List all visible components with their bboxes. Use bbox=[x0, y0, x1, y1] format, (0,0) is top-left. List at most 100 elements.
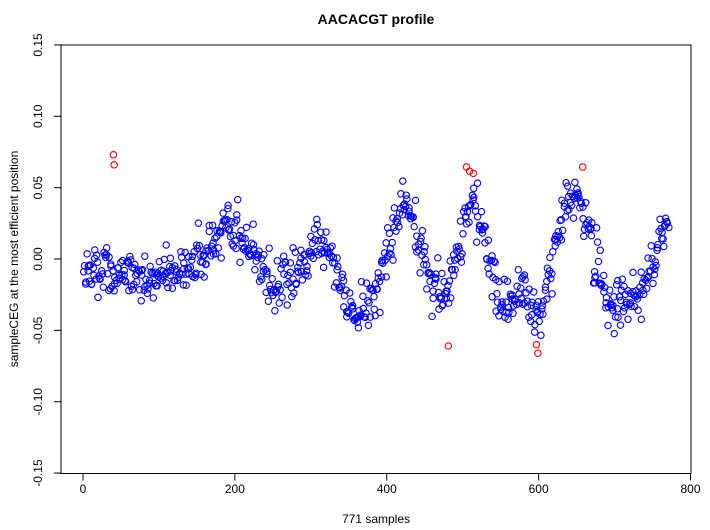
data-point bbox=[523, 297, 532, 305]
data-point bbox=[182, 281, 190, 289]
data-point bbox=[128, 285, 137, 294]
data-point bbox=[516, 284, 525, 292]
outlier-point bbox=[109, 151, 118, 159]
data-point bbox=[388, 238, 396, 247]
data-point bbox=[377, 273, 386, 281]
data-point bbox=[110, 287, 118, 295]
data-point bbox=[484, 236, 493, 245]
data-point bbox=[469, 184, 478, 193]
data-point bbox=[429, 287, 437, 295]
data-point bbox=[209, 250, 218, 258]
data-point bbox=[92, 251, 101, 259]
data-point bbox=[663, 219, 672, 227]
data-point bbox=[451, 265, 459, 274]
data-point bbox=[537, 331, 545, 340]
data-point bbox=[146, 262, 154, 271]
data-point bbox=[438, 269, 446, 278]
data-point bbox=[463, 208, 472, 216]
data-point bbox=[164, 283, 172, 292]
data-point bbox=[599, 271, 608, 280]
data-point bbox=[444, 281, 452, 290]
data-point bbox=[405, 204, 413, 212]
data-point bbox=[624, 287, 632, 295]
data-point bbox=[314, 236, 323, 245]
data-point bbox=[629, 268, 637, 277]
data-point bbox=[239, 245, 248, 253]
data-point bbox=[457, 258, 466, 266]
data-point bbox=[569, 214, 578, 222]
data-point bbox=[275, 299, 283, 307]
data-point bbox=[410, 222, 418, 231]
data-point bbox=[650, 270, 659, 279]
data-point bbox=[397, 190, 405, 198]
data-point bbox=[624, 315, 632, 324]
data-point bbox=[166, 271, 174, 279]
data-point bbox=[232, 216, 241, 224]
data-point bbox=[523, 302, 532, 311]
data-point bbox=[141, 252, 149, 260]
data-point bbox=[89, 264, 98, 272]
y-tick-label: -0.05 bbox=[31, 316, 45, 344]
data-point bbox=[592, 272, 600, 281]
data-point bbox=[205, 227, 213, 236]
data-point bbox=[590, 268, 599, 276]
data-point bbox=[91, 246, 99, 254]
data-point bbox=[317, 228, 325, 237]
data-point bbox=[420, 248, 428, 256]
data-point bbox=[290, 289, 298, 297]
data-point bbox=[421, 255, 430, 264]
data-point bbox=[430, 279, 439, 288]
data-point bbox=[273, 257, 282, 265]
data-point bbox=[210, 246, 218, 254]
data-point bbox=[343, 308, 352, 316]
data-point bbox=[660, 242, 668, 251]
data-point bbox=[594, 257, 603, 266]
data-point bbox=[393, 218, 402, 227]
data-point bbox=[357, 277, 366, 286]
data-point bbox=[493, 289, 501, 298]
data-point bbox=[258, 275, 266, 284]
data-point bbox=[162, 279, 170, 287]
data-point bbox=[610, 293, 618, 301]
data-point bbox=[188, 252, 197, 261]
data-point bbox=[471, 201, 480, 210]
data-point bbox=[265, 281, 274, 290]
data-point bbox=[298, 276, 307, 284]
data-point bbox=[186, 263, 195, 271]
data-point bbox=[505, 308, 513, 317]
data-point bbox=[651, 257, 659, 266]
data-point bbox=[446, 257, 454, 265]
data-point bbox=[118, 256, 127, 265]
data-point bbox=[373, 285, 381, 293]
y-tick-label: 0.05 bbox=[31, 176, 45, 200]
x-tick-label: 400 bbox=[377, 482, 397, 496]
data-point bbox=[99, 283, 108, 291]
data-point bbox=[581, 199, 590, 207]
data-point bbox=[538, 301, 546, 310]
data-point bbox=[490, 257, 498, 266]
data-point bbox=[571, 178, 579, 187]
data-point bbox=[286, 268, 295, 277]
data-point bbox=[303, 262, 311, 271]
data-point bbox=[132, 277, 141, 286]
data-point bbox=[399, 177, 407, 185]
data-point bbox=[596, 246, 604, 255]
data-point bbox=[374, 274, 382, 282]
data-point bbox=[381, 256, 389, 265]
data-point bbox=[263, 269, 271, 278]
data-point bbox=[395, 222, 403, 231]
data-point bbox=[296, 259, 304, 267]
data-point bbox=[118, 270, 126, 279]
data-point bbox=[623, 300, 631, 309]
data-point bbox=[250, 245, 258, 254]
data-point bbox=[271, 306, 279, 315]
data-point bbox=[181, 248, 189, 257]
data-point bbox=[616, 321, 625, 329]
data-point bbox=[93, 258, 102, 266]
data-point bbox=[640, 275, 648, 283]
data-point bbox=[102, 244, 111, 252]
data-point bbox=[491, 258, 499, 267]
data-point bbox=[127, 256, 135, 264]
data-point bbox=[281, 258, 290, 267]
